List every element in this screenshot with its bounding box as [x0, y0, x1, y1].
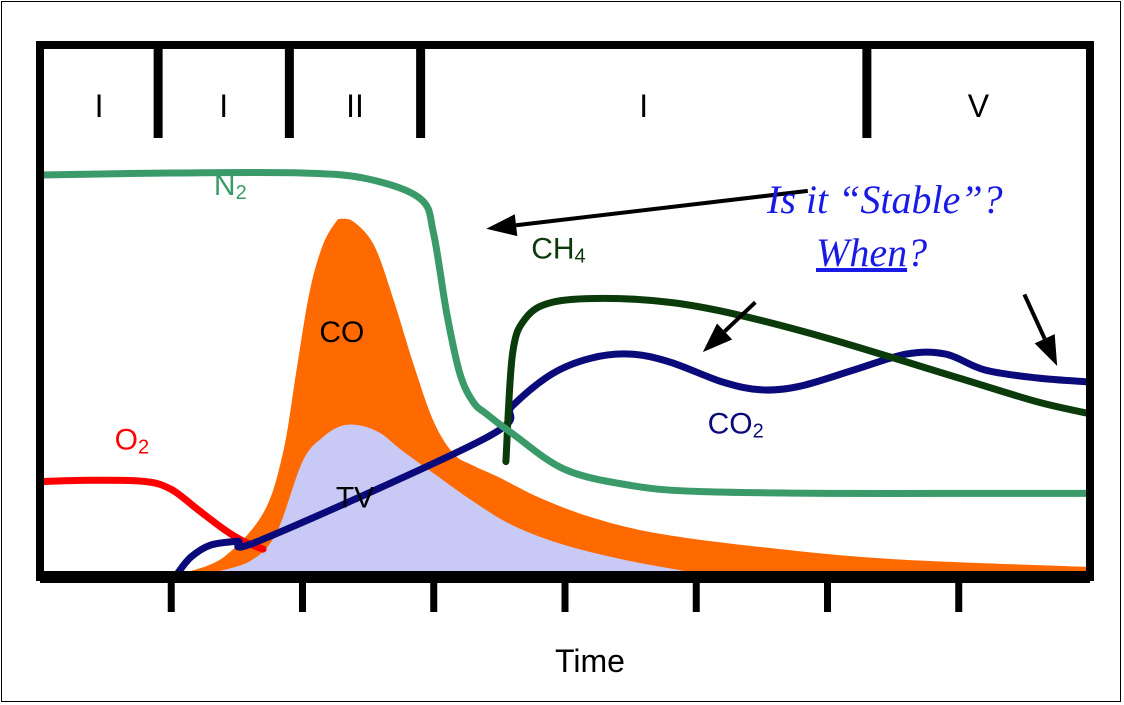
phase-label: I	[95, 88, 104, 124]
phase-label: I	[639, 88, 648, 124]
arrow-shaft	[723, 300, 757, 333]
arrow-head	[702, 323, 733, 353]
series-label-ch4: CH4	[531, 233, 585, 268]
plot-border	[36, 41, 1094, 581]
arrow-head	[486, 214, 518, 237]
series-n2-line	[40, 168, 1090, 498]
series-label-tv: TV	[336, 481, 374, 514]
arrow-shaft	[515, 188, 809, 228]
x-axis-label: Time	[555, 643, 625, 679]
phase-label: I	[219, 88, 228, 124]
series-co2-line	[174, 348, 1090, 573]
arrow-head	[1034, 334, 1058, 367]
series-ch4-line	[502, 294, 1090, 466]
series-label-co2: CO2	[708, 408, 764, 443]
series-label-o2: O2	[115, 424, 149, 459]
annotation-when: When	[816, 230, 907, 275]
annotation-line2: When?	[816, 230, 927, 275]
series-label-n2: N2	[214, 169, 247, 204]
arrow-shaft	[1022, 293, 1047, 340]
stability-question: Is it “Stable”? When?	[766, 177, 1003, 275]
phase-label: II	[346, 88, 364, 124]
annotation-question-mark: ?	[907, 230, 927, 275]
arrow-2	[702, 300, 757, 353]
annotation-line1: Is it “Stable”?	[766, 177, 1003, 222]
series-label-co: CO	[319, 316, 364, 349]
series-tv-area	[210, 424, 697, 573]
arrow-3	[1022, 293, 1058, 367]
phase-label: V	[968, 88, 990, 124]
arrow-1	[486, 188, 809, 237]
